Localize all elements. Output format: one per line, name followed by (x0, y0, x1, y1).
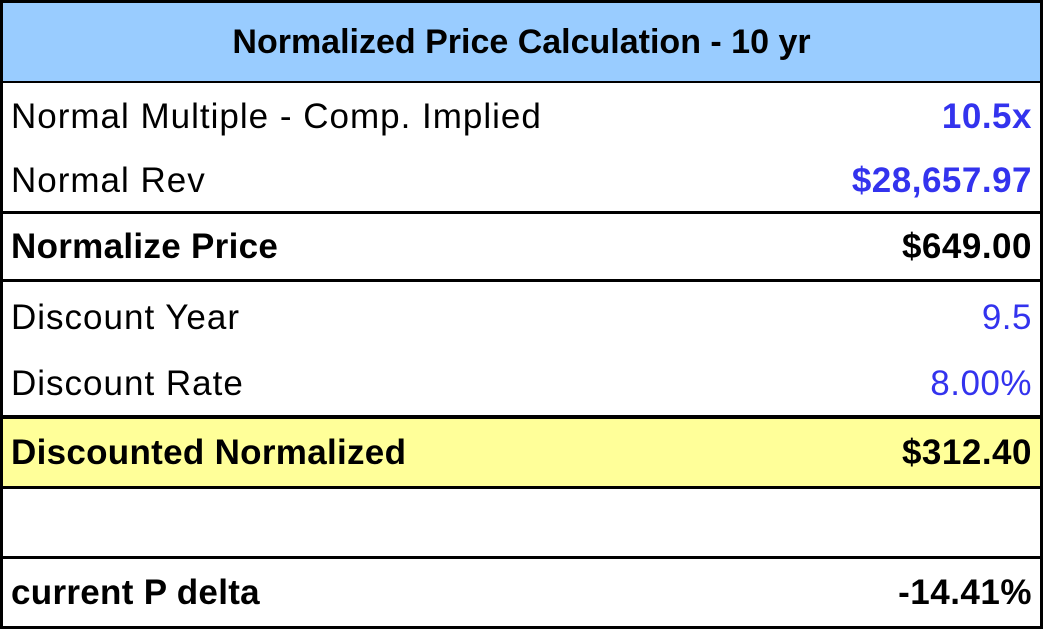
row-label: current P delta (11, 572, 260, 612)
row-value: $649.00 (901, 226, 1032, 266)
row: Normal Multiple - Comp. Implied 10.5x (3, 83, 1040, 151)
row: Normalize Price $649.00 (3, 214, 1040, 282)
row-value: 8.00% (930, 364, 1032, 403)
row: Discount Year 9.5 (3, 282, 1040, 353)
row-label: Normal Rev (11, 161, 206, 200)
row-label: Normal Multiple - Comp. Implied (11, 97, 542, 136)
row: Normal Rev $28,657.97 (3, 151, 1040, 214)
row-value: $312.40 (901, 432, 1032, 472)
row-label: Normalize Price (11, 226, 279, 266)
row-label: Discount Year (11, 297, 240, 337)
row-label: Discount Rate (11, 364, 244, 403)
row-value: 9.5 (981, 297, 1032, 337)
row: Discount Rate 8.00% (3, 353, 1040, 419)
row-value: -14.41% (898, 572, 1032, 612)
row-label: Discounted Normalized (11, 432, 407, 472)
row: current P delta -14.41% (3, 559, 1040, 626)
table-title: Normalized Price Calculation - 10 yr (3, 3, 1040, 83)
row-value: $28,657.97 (851, 161, 1032, 200)
row: Discounted Normalized $312.40 (3, 419, 1040, 489)
empty-row (3, 489, 1040, 559)
row-value: 10.5x (941, 97, 1032, 136)
